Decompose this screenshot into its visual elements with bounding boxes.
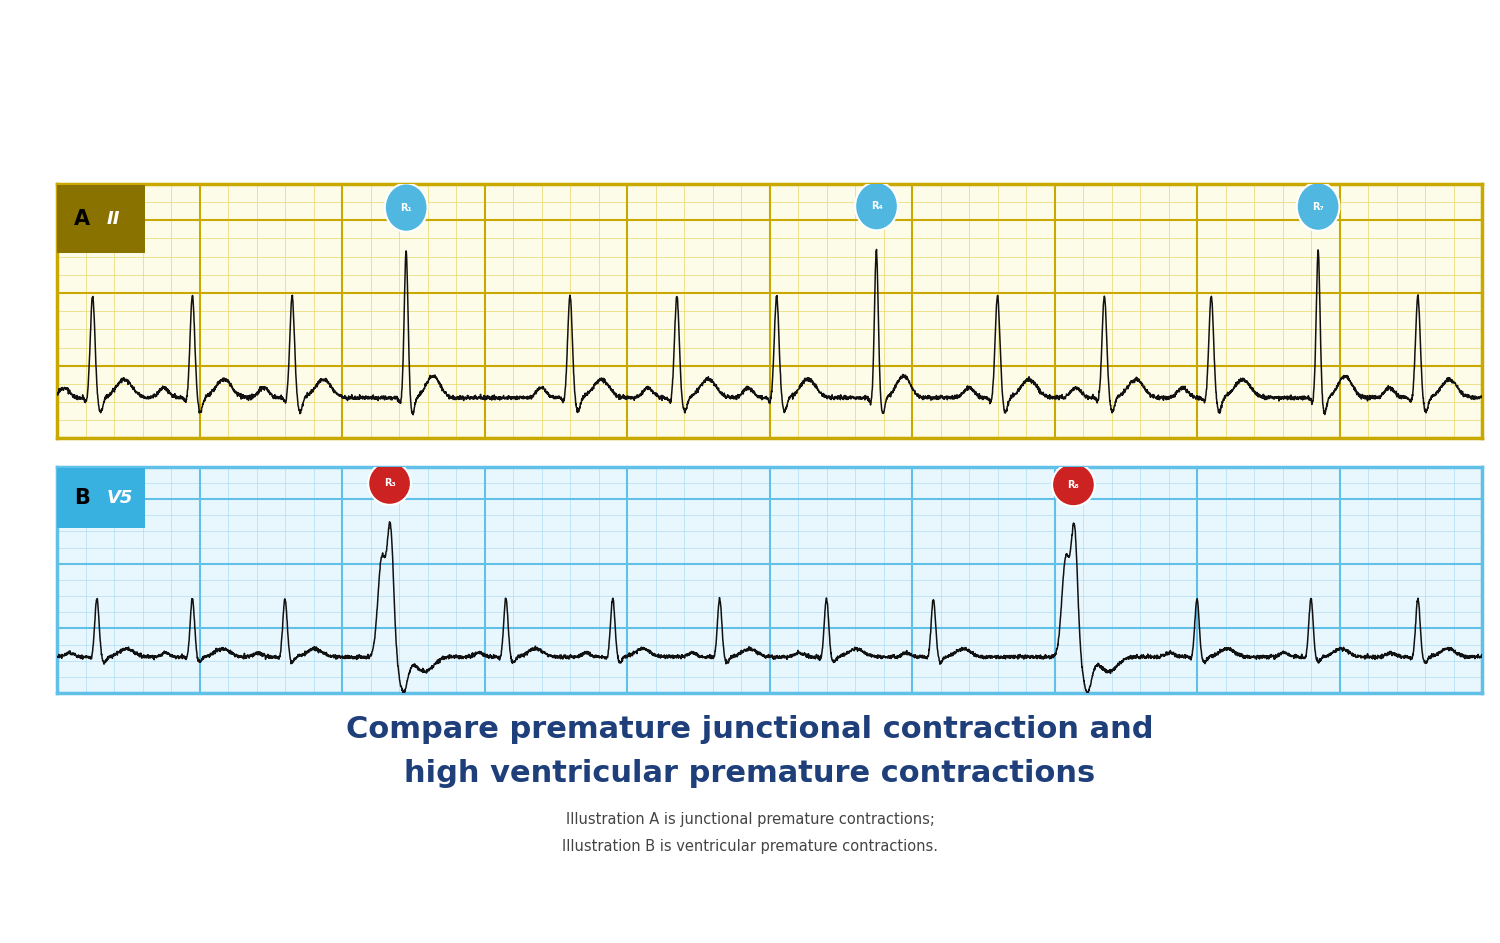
Text: A: A <box>74 209 90 229</box>
Text: Illustration B is ventricular premature contractions.: Illustration B is ventricular premature … <box>562 839 938 854</box>
Text: ®: ® <box>368 889 382 904</box>
Text: R₈: R₈ <box>1068 480 1080 489</box>
Text: high ventricular premature contractions: high ventricular premature contractions <box>405 759 1095 787</box>
Ellipse shape <box>1296 182 1340 231</box>
Text: B: B <box>74 488 90 508</box>
Ellipse shape <box>368 462 411 505</box>
Text: R₇: R₇ <box>1312 202 1324 211</box>
Text: R₁: R₁ <box>400 203 412 212</box>
FancyBboxPatch shape <box>57 468 146 528</box>
Text: R₃: R₃ <box>384 478 396 488</box>
FancyBboxPatch shape <box>57 185 146 253</box>
Ellipse shape <box>1052 463 1095 506</box>
Text: shutterstock: shutterstock <box>82 887 282 916</box>
Ellipse shape <box>386 183 427 232</box>
Text: V5: V5 <box>106 488 134 507</box>
Text: II: II <box>106 210 120 228</box>
Text: Compare premature junctional contraction and: Compare premature junctional contraction… <box>346 716 1154 744</box>
Text: Illustration A is junctional premature contractions;: Illustration A is junctional premature c… <box>566 813 934 827</box>
Ellipse shape <box>855 182 898 230</box>
Text: R₄: R₄ <box>870 201 882 211</box>
